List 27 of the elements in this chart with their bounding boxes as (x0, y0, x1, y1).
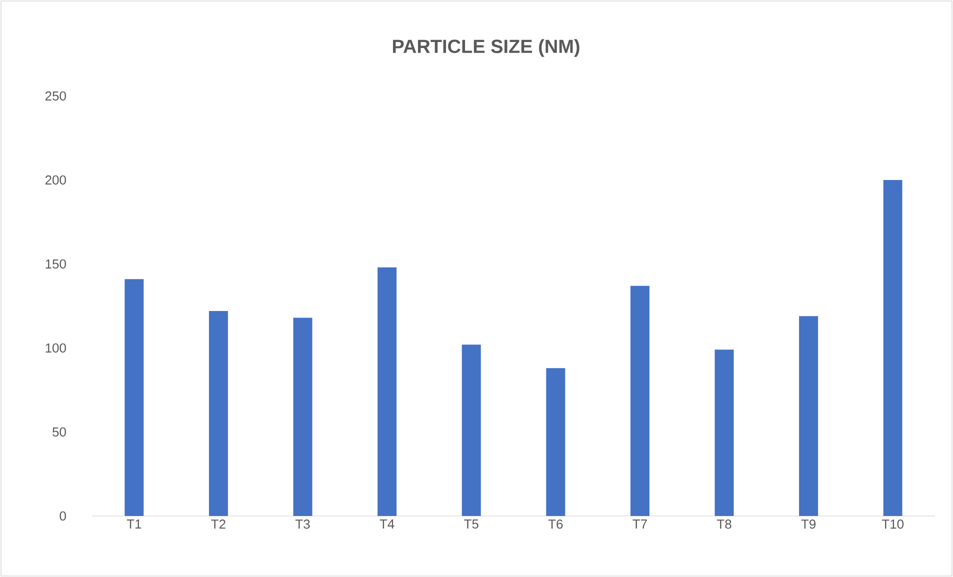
chart-title: PARTICLE SIZE (NM) (392, 39, 580, 57)
bar (799, 316, 818, 516)
x-tick-label: T8 (716, 520, 732, 529)
bar (293, 318, 312, 516)
bar (462, 344, 481, 516)
bar (630, 286, 650, 516)
bar (378, 267, 397, 516)
y-tick-label: 150 (46, 259, 66, 269)
bar (714, 350, 734, 516)
y-tick-label: 50 (52, 427, 66, 437)
y-tick-label: 100 (46, 343, 66, 353)
y-tick-label: 250 (45, 91, 66, 101)
x-tick-label: T2 (211, 520, 226, 529)
x-tick-label: T7 (632, 520, 647, 528)
bar (883, 180, 902, 516)
bar (546, 368, 566, 516)
x-tick-label: T10 (882, 520, 904, 529)
bar (124, 279, 144, 516)
x-tick-label: T9 (801, 520, 816, 529)
y-tick-label: 200 (45, 175, 66, 185)
x-tick-label: T4 (380, 520, 394, 528)
x-tick-label: T5 (464, 520, 478, 529)
bar (208, 311, 228, 516)
y-tick-label: 0 (60, 511, 66, 521)
x-tick-label: T6 (548, 520, 563, 529)
x-tick-label: T3 (295, 520, 310, 529)
x-tick-label: T1 (126, 520, 142, 528)
